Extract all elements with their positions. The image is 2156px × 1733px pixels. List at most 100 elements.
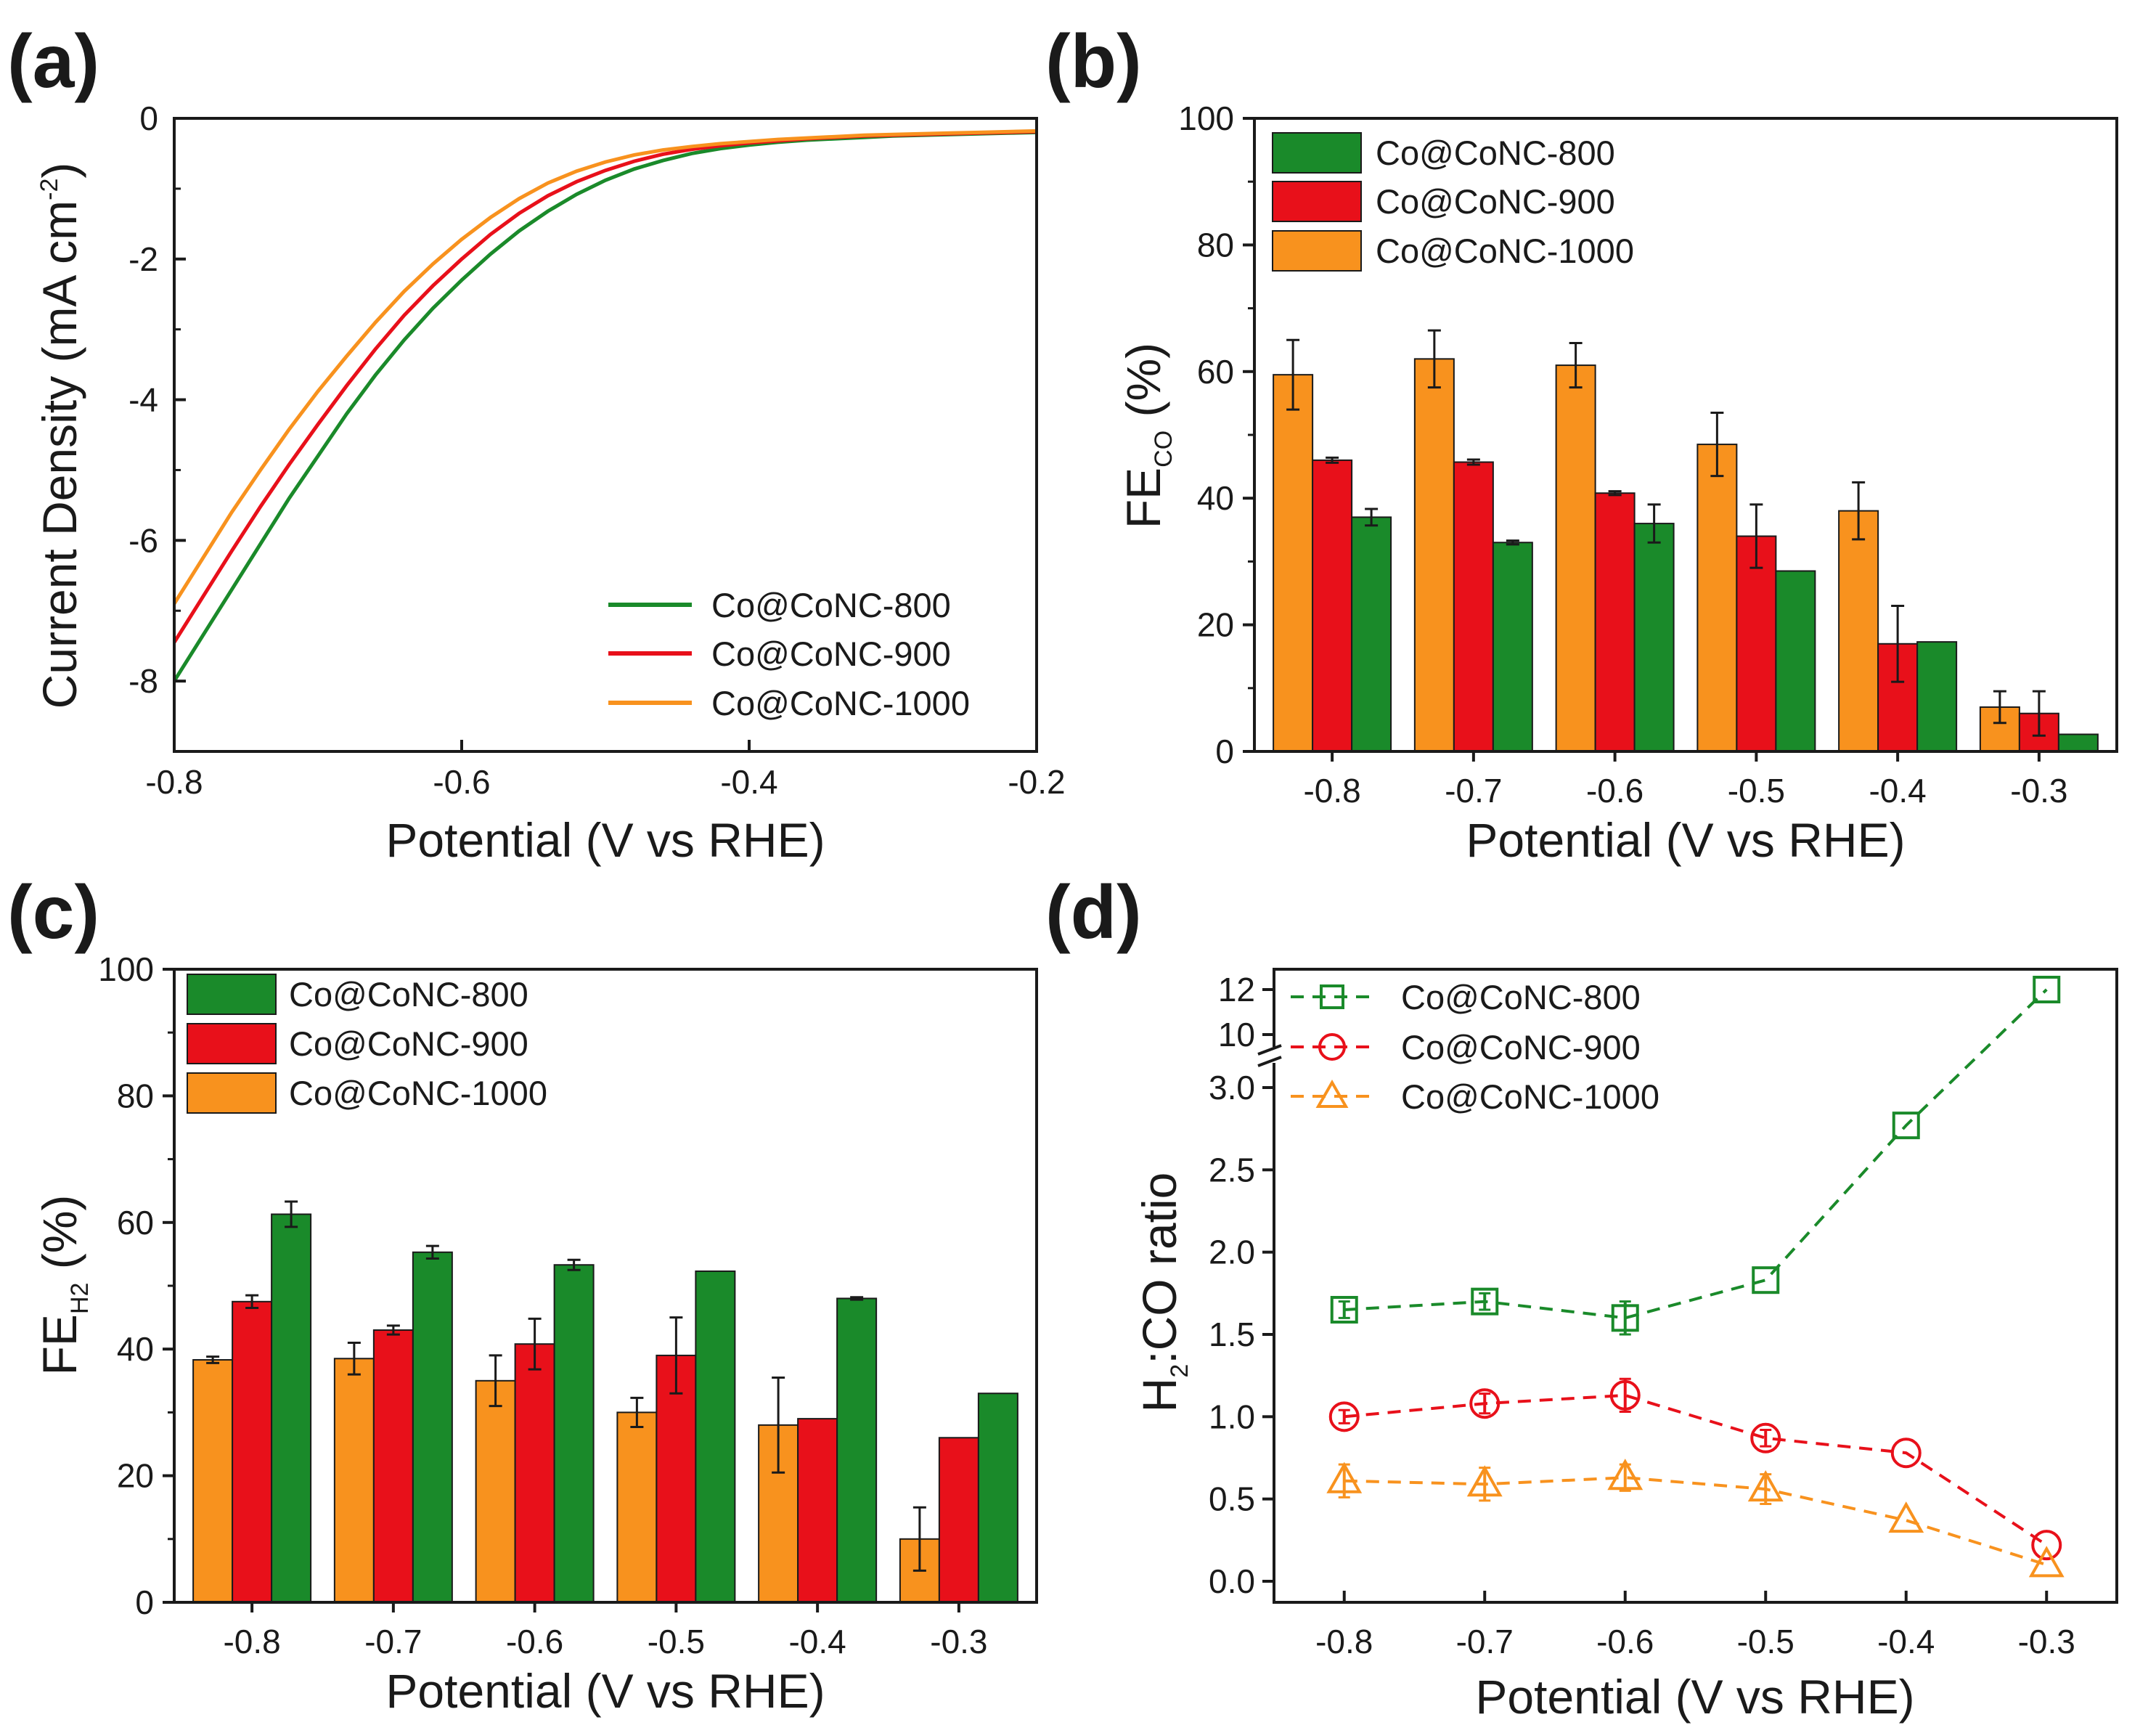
b-bar-Co@CoNC-800--0.3 bbox=[2057, 733, 2099, 752]
legend-a-label-800: Co@CoNC-800 bbox=[711, 586, 951, 624]
c-bar-Co@CoNC-1000--0.5 bbox=[616, 1411, 658, 1604]
panel-d-legend: Co@CoNC-800 Co@CoNC-900 Co@CoNC-1000 bbox=[1291, 978, 1659, 1116]
c-ytick-label-2: 40 bbox=[117, 1330, 154, 1368]
panel-b-y-title-main: FE bbox=[1116, 468, 1170, 529]
c-xtick-label-0: -0.8 bbox=[223, 1623, 280, 1660]
panel-d-plot-area bbox=[1326, 976, 2065, 1578]
panel-d-y-axis-title: H2:CO ratio bbox=[1132, 1173, 1193, 1413]
legend-c-swatch-1000 bbox=[187, 1072, 277, 1114]
a-xtick-label-3: -0.2 bbox=[1008, 763, 1065, 801]
series-a-Co@CoNC-1000 bbox=[172, 129, 1037, 605]
c-bar-Co@CoNC-800--0.7 bbox=[412, 1251, 453, 1604]
b-ytick-label-0: 0 bbox=[1215, 733, 1234, 770]
d-ytick-label-3: 1.5 bbox=[1209, 1316, 1255, 1353]
panel-a-y-title-sup: -2 bbox=[36, 179, 63, 200]
point-d-Co@CoNC-900-2 bbox=[1609, 1379, 1641, 1411]
a-ytick-label-0: 0 bbox=[139, 99, 158, 137]
panel-b-axes: -0.8 -0.7 -0.6 -0.5 -0.4 -0.3 0 20 40 60 80 100 bbox=[1178, 99, 2067, 810]
b-xtick-label-1: -0.7 bbox=[1445, 772, 1502, 810]
d-xtick-label-0: -0.8 bbox=[1315, 1623, 1373, 1660]
legend-a-label-1000: Co@CoNC-1000 bbox=[711, 684, 970, 722]
b-bar-Co@CoNC-1000--0.7 bbox=[1413, 358, 1455, 752]
c-xtick-label-4: -0.4 bbox=[788, 1623, 846, 1660]
panel-c-y-title-close: (%) bbox=[33, 1195, 86, 1283]
point-d-Co@CoNC-800-5 bbox=[2033, 976, 2061, 1003]
b-xtick-label-5: -0.3 bbox=[2010, 772, 2067, 810]
panel-c-y-axis-title: FEH2 (%) bbox=[33, 1195, 94, 1376]
b-bar-Co@CoNC-800--0.4 bbox=[1916, 641, 1958, 752]
b-bar-Co@CoNC-1000--0.4 bbox=[1838, 510, 1879, 752]
legend-b-label-800: Co@CoNC-800 bbox=[1376, 134, 1615, 172]
d-ytick-label-5: 2.5 bbox=[1209, 1151, 1255, 1188]
b-ytick-label-1: 20 bbox=[1197, 606, 1234, 644]
b-bar-Co@CoNC-1000--0.8 bbox=[1273, 374, 1314, 752]
d-upper-ytick-label-0: 10 bbox=[1218, 1016, 1255, 1053]
panel-d-y-title-sub: 2 bbox=[1166, 1364, 1193, 1378]
point-d-Co@CoNC-800-2 bbox=[1611, 1304, 1639, 1332]
c-ytick-label-1: 20 bbox=[117, 1457, 154, 1495]
c-bar-Co@CoNC-900--0.7 bbox=[372, 1329, 414, 1604]
legend-d-marker-1000 bbox=[1315, 1079, 1349, 1108]
a-xtick-label-2: -0.4 bbox=[720, 763, 777, 801]
c-bar-Co@CoNC-800--0.5 bbox=[695, 1270, 736, 1603]
c-bar-Co@CoNC-900--0.4 bbox=[797, 1418, 838, 1603]
c-ytick-label-0: 0 bbox=[135, 1583, 154, 1621]
point-d-Co@CoNC-900-4 bbox=[1890, 1438, 1922, 1469]
b-xtick-label-3: -0.5 bbox=[1728, 772, 1785, 810]
panel-b-x-axis-title: Potential (V vs RHE) bbox=[1466, 813, 1905, 867]
c-xtick-label-1: -0.7 bbox=[364, 1623, 422, 1660]
panel-a-y-title-close: ) bbox=[33, 163, 86, 179]
series-d-Co@CoNC-900 bbox=[1344, 1393, 2048, 1546]
panel-d-x-axis-title: Potential (V vs RHE) bbox=[1475, 1670, 1914, 1724]
d-ytick-label-4: 2.0 bbox=[1209, 1234, 1255, 1271]
a-ytick-label-1: -2 bbox=[128, 240, 158, 278]
panel-b-legend: Co@CoNC-800 Co@CoNC-900 Co@CoNC-1000 bbox=[1272, 132, 1634, 272]
panel-d-y-title-main: H bbox=[1132, 1378, 1186, 1413]
b-ytick-label-2: 40 bbox=[1197, 479, 1234, 517]
a-ytick-label-4: -8 bbox=[128, 662, 158, 700]
panel-b-bar-chart: -0.8 -0.7 -0.6 -0.5 -0.4 -0.3 0 20 40 60 80 100 Pot… bbox=[1116, 99, 2118, 867]
panel-a-legend: Co@CoNC-800 Co@CoNC-900 Co@CoNC-1000 bbox=[608, 586, 970, 722]
b-bar-Co@CoNC-800--0.6 bbox=[1633, 523, 1675, 753]
legend-d-marker-800 bbox=[1320, 984, 1344, 1009]
c-bar-Co@CoNC-800--0.8 bbox=[271, 1213, 312, 1603]
b-bar-Co@CoNC-1000--0.5 bbox=[1696, 444, 1738, 753]
point-d-Co@CoNC-900-3 bbox=[1750, 1422, 1781, 1453]
c-bar-Co@CoNC-800--0.3 bbox=[977, 1392, 1018, 1603]
legend-d-label-1000: Co@CoNC-1000 bbox=[1401, 1077, 1659, 1116]
panel-c-y-title-main: FE bbox=[33, 1314, 86, 1375]
panel-b-y-title-close: (%) bbox=[1116, 343, 1170, 431]
panel-c-axes: -0.8 -0.7 -0.6 -0.5 -0.4 -0.3 0 20 40 60 80 100 bbox=[98, 950, 987, 1660]
point-d-Co@CoNC-900-1 bbox=[1469, 1388, 1500, 1419]
panel-c-plot-area bbox=[192, 1200, 1018, 1604]
b-bar-Co@CoNC-800--0.8 bbox=[1351, 516, 1392, 752]
b-bar-Co@CoNC-900--0.6 bbox=[1594, 492, 1636, 752]
point-d-Co@CoNC-800-3 bbox=[1752, 1266, 1780, 1294]
c-bar-Co@CoNC-900--0.3 bbox=[938, 1437, 979, 1604]
b-bar-Co@CoNC-800--0.5 bbox=[1775, 570, 1816, 752]
c-xtick-label-5: -0.3 bbox=[930, 1623, 987, 1660]
legend-c-label-800: Co@CoNC-800 bbox=[289, 975, 528, 1014]
c-bar-Co@CoNC-800--0.6 bbox=[553, 1264, 595, 1603]
legend-a-label-900: Co@CoNC-900 bbox=[711, 635, 951, 673]
legend-b-swatch-900 bbox=[1272, 181, 1362, 222]
legend-c-label-900: Co@CoNC-900 bbox=[289, 1024, 528, 1063]
point-d-Co@CoNC-1000-5 bbox=[2028, 1546, 2065, 1578]
c-ytick-label-5: 100 bbox=[98, 950, 154, 988]
legend-d-label-800: Co@CoNC-800 bbox=[1401, 978, 1641, 1016]
panel-d-frame bbox=[1273, 968, 2118, 1604]
b-xtick-label-0: -0.8 bbox=[1303, 772, 1360, 810]
panel-b-y-title-sub: CO bbox=[1150, 431, 1177, 468]
c-bar-Co@CoNC-1000--0.6 bbox=[475, 1379, 516, 1604]
d-ytick-label-2: 1.0 bbox=[1209, 1398, 1255, 1435]
legend-d-marker-900 bbox=[1318, 1033, 1346, 1061]
panel-a-axes: -0.8 -0.6 -0.4 -0.2 0 -2 -4 -6 -8 bbox=[128, 99, 1066, 801]
panel-label-b: (b) bbox=[1045, 20, 1142, 104]
point-d-Co@CoNC-1000-0 bbox=[1326, 1461, 1363, 1493]
a-xtick-label-0: -0.8 bbox=[145, 763, 203, 801]
point-d-Co@CoNC-800-0 bbox=[1330, 1296, 1358, 1324]
d-xtick-label-4: -0.4 bbox=[1877, 1623, 1935, 1660]
panel-label-c: (c) bbox=[7, 870, 99, 955]
panel-c-x-axis-title: Potential (V vs RHE) bbox=[385, 1664, 825, 1718]
d-xtick-label-1: -0.7 bbox=[1456, 1623, 1514, 1660]
